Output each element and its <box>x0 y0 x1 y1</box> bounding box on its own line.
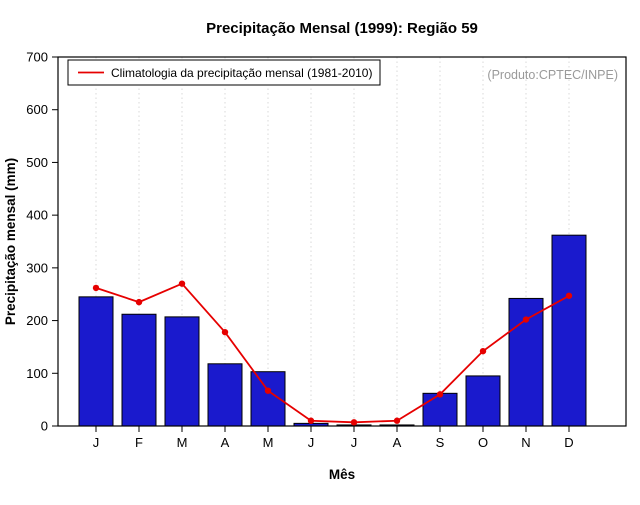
legend-box <box>67 59 381 86</box>
climatology-polyline <box>95 282 570 424</box>
chart-title: Precipitação Mensal (1999): Região 59 <box>206 20 478 37</box>
y-axis-ticks: 0 100 200 300 400 500 600 700 <box>26 50 58 434</box>
climatology-point <box>393 417 401 424</box>
bar-series <box>78 234 587 427</box>
climatology-point <box>350 419 358 426</box>
climatology-point <box>221 328 229 336</box>
bar <box>250 371 286 427</box>
bar <box>551 234 587 427</box>
x-tick-label: J <box>351 435 358 450</box>
climatology-point <box>264 387 272 394</box>
x-tick-label: F <box>135 435 143 450</box>
legend: Climatologia da precipitação mensal (198… <box>67 59 381 86</box>
x-tick-label: S <box>436 435 445 450</box>
bar <box>78 296 114 427</box>
x-tick-label: J <box>308 435 315 450</box>
y-tick-label: 0 <box>41 419 48 434</box>
x-tick-label: A <box>393 435 402 450</box>
plot-border <box>57 56 627 427</box>
climatology-point <box>436 391 444 398</box>
climatology-point <box>92 284 100 292</box>
source-annotation: (Produto:CPTEC/INPE) <box>487 68 618 82</box>
x-tick-label: O <box>478 435 488 450</box>
y-tick-label: 300 <box>26 260 48 275</box>
climatology-point <box>522 316 530 323</box>
y-tick-label: 500 <box>26 155 48 170</box>
bar <box>422 392 458 427</box>
climatology-point <box>479 347 487 355</box>
y-axis-label: Precipitação mensal (mm) <box>3 158 18 325</box>
x-tick-label: N <box>521 435 530 450</box>
legend-label: Climatologia da precipitação mensal (198… <box>111 66 372 80</box>
climatology-point <box>307 417 315 424</box>
climatology-point <box>178 280 186 287</box>
y-tick-label: 100 <box>26 366 48 381</box>
bar <box>465 375 501 427</box>
y-tick-label: 200 <box>26 313 48 328</box>
x-axis-label: Mês <box>329 467 355 482</box>
climatology-line-series <box>92 280 573 426</box>
x-tick-label: D <box>564 435 573 450</box>
bar <box>164 316 200 427</box>
climatology-point <box>565 292 573 299</box>
x-tick-label: J <box>93 435 100 450</box>
bar <box>207 363 243 427</box>
x-tick-label: M <box>177 435 188 450</box>
climatology-point <box>135 298 143 306</box>
x-tick-label: M <box>263 435 274 450</box>
y-tick-label: 600 <box>26 102 48 117</box>
y-tick-label: 400 <box>26 208 48 223</box>
y-tick-label: 700 <box>26 50 48 65</box>
bar <box>121 313 157 427</box>
x-tick-label: A <box>221 435 230 450</box>
